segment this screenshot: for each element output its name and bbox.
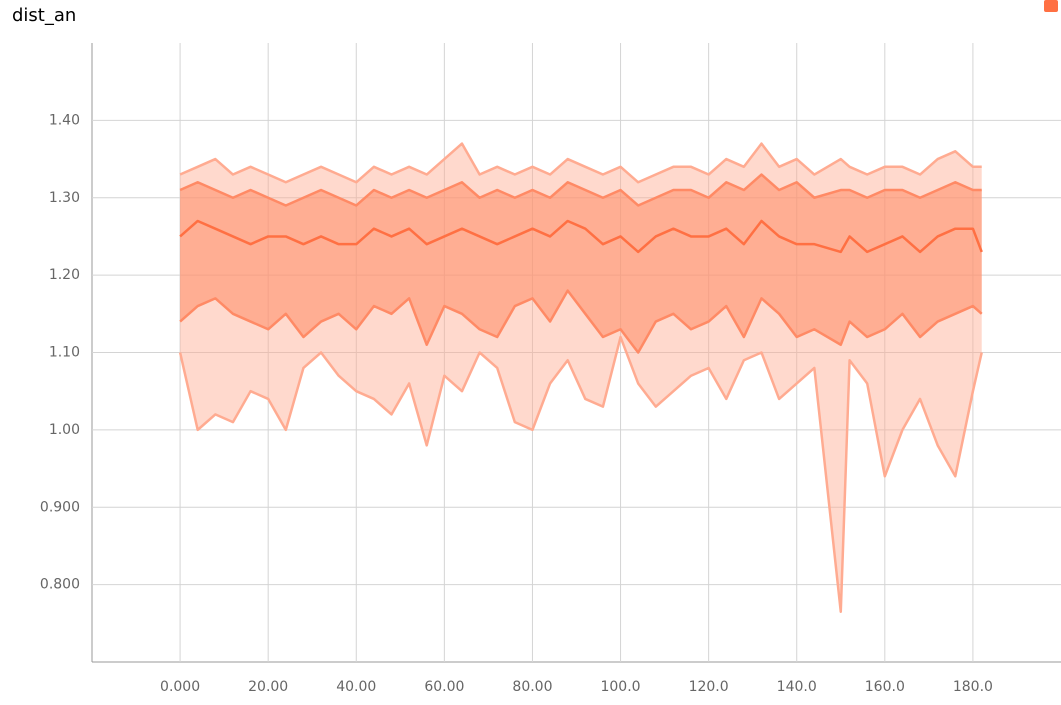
- series-line: [179, 289, 983, 354]
- y-tick-label: 1.30: [49, 190, 80, 206]
- y-tick-label: 1.00: [49, 422, 80, 438]
- x-tick-label: 80.00: [512, 679, 552, 695]
- x-tick-label: 0.000: [160, 679, 200, 695]
- series-line: [179, 219, 983, 254]
- series-line: [179, 142, 982, 184]
- x-tick-label: 160.0: [865, 679, 905, 695]
- series-line: [179, 173, 982, 207]
- y-tick-label: 0.900: [40, 499, 80, 515]
- series-line: [178, 335, 983, 613]
- x-tick-label: 140.0: [777, 679, 817, 695]
- x-tick-label: 120.0: [689, 679, 729, 695]
- x-tick-label: 40.00: [336, 679, 376, 695]
- y-tick-label: 0.800: [40, 577, 80, 593]
- x-tick-label: 100.0: [600, 679, 640, 695]
- y-tick-label: 1.20: [49, 267, 80, 283]
- x-tick-label: 180.0: [953, 679, 993, 695]
- x-tick-label: 60.00: [424, 679, 464, 695]
- menu-icon[interactable]: [1044, 0, 1058, 12]
- x-tick-label: 20.00: [248, 679, 288, 695]
- chart-title: dist_an: [12, 5, 76, 26]
- y-tick-label: 1.40: [49, 112, 80, 128]
- y-tick-label: 1.10: [49, 345, 80, 361]
